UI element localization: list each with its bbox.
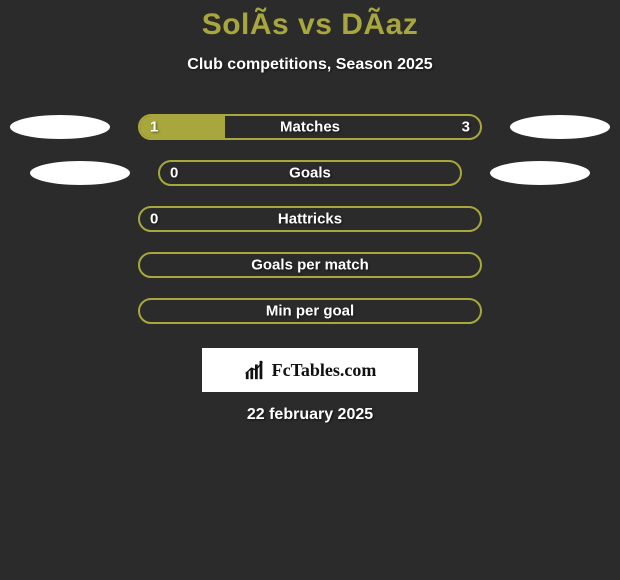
subtitle: Club competitions, Season 2025: [0, 56, 620, 74]
stat-label: Hattricks: [278, 211, 342, 228]
spacer: [10, 207, 110, 231]
comparison-card: SolÃ­s vs DÃ­az Club competitions, Seaso…: [0, 0, 620, 424]
stat-row: Min per goal: [0, 288, 620, 334]
stat-label: Goals per match: [251, 257, 369, 274]
stat-bar: 1 Matches 3: [138, 114, 482, 140]
stat-rows: 1 Matches 3 0 Goals 0 Hattricks Goals per match…: [0, 104, 620, 334]
stat-row: 0 Hattricks: [0, 196, 620, 242]
stat-label: Matches: [280, 119, 340, 136]
stat-bar: Min per goal: [138, 298, 482, 324]
stat-bar: Goals per match: [138, 252, 482, 278]
stat-left-value: 0: [170, 165, 178, 182]
spacer: [510, 299, 610, 323]
stat-label: Min per goal: [266, 303, 354, 320]
spacer: [510, 207, 610, 231]
stat-row: 1 Matches 3: [0, 104, 620, 150]
logo-box: FcTables.com: [202, 348, 418, 392]
logo-text: FcTables.com: [272, 360, 377, 381]
page-title: SolÃ­s vs DÃ­az: [0, 8, 620, 42]
stat-bar: 0 Goals: [158, 160, 462, 186]
date-label: 22 february 2025: [0, 406, 620, 424]
spacer: [10, 253, 110, 277]
stat-bar: 0 Hattricks: [138, 206, 482, 232]
spacer: [510, 253, 610, 277]
player-right-marker: [510, 115, 610, 139]
stat-label: Goals: [289, 165, 331, 182]
spacer: [10, 299, 110, 323]
stat-row: 0 Goals: [0, 150, 620, 196]
player-left-marker: [30, 161, 130, 185]
chart-icon: [244, 359, 266, 381]
stat-left-value: 0: [150, 211, 158, 228]
player-right-marker: [490, 161, 590, 185]
player-left-marker: [10, 115, 110, 139]
stat-right-value: 3: [462, 119, 470, 136]
stat-row: Goals per match: [0, 242, 620, 288]
stat-left-value: 1: [150, 119, 158, 136]
